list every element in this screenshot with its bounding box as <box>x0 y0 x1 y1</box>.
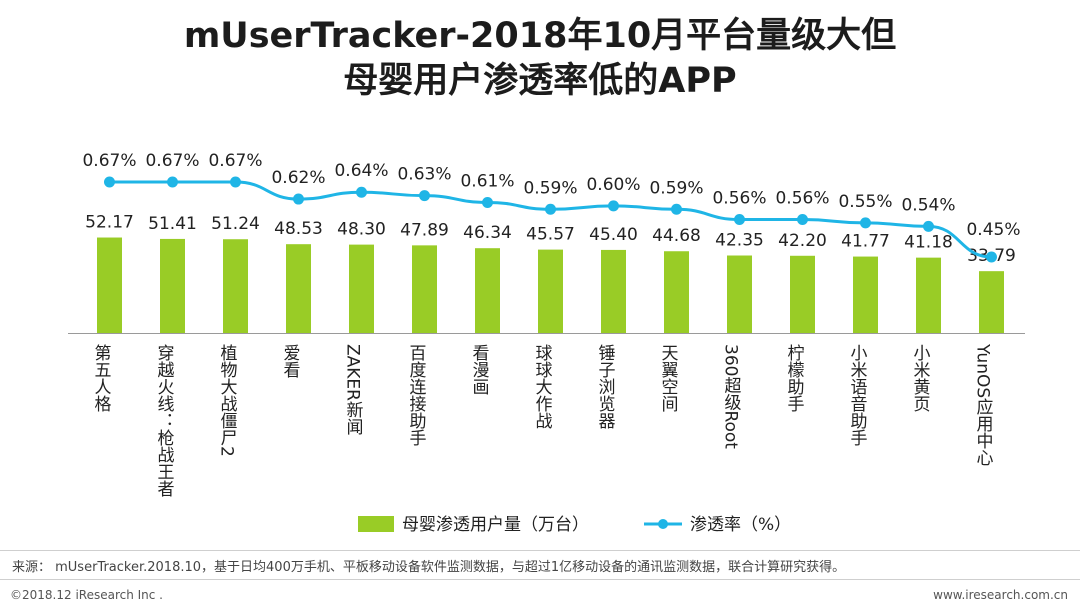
legend-bar-swatch <box>358 516 394 532</box>
bar-1 <box>97 237 122 333</box>
bar-8 <box>538 249 563 333</box>
bar-value-label-6: 47.89 <box>400 220 449 240</box>
bar-value-label-2: 51.41 <box>148 214 197 234</box>
footer-divider <box>0 579 1080 580</box>
line-point-15 <box>986 251 997 263</box>
line-value-label-3: 0.67% <box>208 151 262 171</box>
bar-value-label-11: 42.35 <box>715 230 764 250</box>
bar-value-label-8: 45.57 <box>526 225 575 245</box>
bar-13 <box>853 256 878 333</box>
bar-value-label-7: 46.34 <box>463 223 512 243</box>
bar-9 <box>601 249 626 333</box>
bar-7 <box>475 248 500 333</box>
bar-value-label-3: 51.24 <box>211 214 260 234</box>
bar-4 <box>286 244 311 333</box>
bar-value-label-10: 44.68 <box>652 226 701 246</box>
category-label-3: 植物大战僵尸2 <box>217 344 238 457</box>
legend-bar-label: 母婴渗透用户量（万台） <box>402 515 589 535</box>
source-note: 来源： mUserTracker.2018.10，基于日均400万手机、平板移动… <box>12 560 846 575</box>
category-label-11: 360超级Root <box>721 344 742 449</box>
line-value-label-7: 0.61% <box>460 171 514 191</box>
category-label-5: ZAKER新闻 <box>343 344 364 436</box>
chart-title-line1: mUserTracker-2018年10月平台量级大但 <box>183 16 897 56</box>
bar-value-label-5: 48.30 <box>337 220 386 240</box>
bar-value-label-4: 48.53 <box>274 219 323 239</box>
bar-value-label-9: 45.40 <box>589 225 638 245</box>
chart-area: 52.17 第五人格 51.41 穿越火线：枪战王者 51.24 植物大战僵尸2 48.53… <box>68 151 1025 535</box>
bar-10 <box>664 251 689 333</box>
line-point-2 <box>167 176 178 188</box>
bar-5 <box>349 244 374 333</box>
bar-6 <box>412 245 437 333</box>
bar-11 <box>727 255 752 333</box>
line-value-label-11: 0.56% <box>712 189 766 209</box>
line-point-10 <box>671 203 682 215</box>
line-point-11 <box>734 214 745 226</box>
category-label-9: 锤子浏览器 <box>595 344 616 429</box>
line-value-label-14: 0.54% <box>901 195 955 215</box>
chart-title-line2: 母婴用户渗透率低的APP <box>343 61 737 101</box>
bar-3 <box>223 239 248 333</box>
category-label-12: 柠檬助手 <box>784 344 805 413</box>
source-divider-top <box>0 550 1080 551</box>
line-value-label-12: 0.56% <box>775 189 829 209</box>
bar-value-label-12: 42.20 <box>778 231 827 251</box>
legend-line-marker <box>658 519 668 529</box>
bar-2 <box>160 238 185 333</box>
line-point-14 <box>923 220 934 232</box>
bar-value-label-1: 52.17 <box>85 213 134 233</box>
line-value-label-8: 0.59% <box>523 178 577 198</box>
line-point-4 <box>293 193 304 205</box>
line-value-label-9: 0.60% <box>586 175 640 195</box>
category-label-13: 小米语音助手 <box>847 344 868 447</box>
line-value-label-13: 0.55% <box>838 192 892 212</box>
line-value-label-15: 0.45% <box>966 220 1020 240</box>
footer-website: www.iresearch.com.cn <box>933 588 1068 602</box>
line-point-13 <box>860 217 871 229</box>
category-label-8: 球球大作战 <box>532 344 553 430</box>
line-point-5 <box>356 186 367 198</box>
bar-14 <box>916 257 941 333</box>
line-value-label-4: 0.62% <box>271 168 325 188</box>
category-label-7: 看漫画 <box>469 344 490 395</box>
line-point-6 <box>419 190 430 202</box>
line-value-label-6: 0.63% <box>397 165 451 185</box>
category-label-10: 天翼空间 <box>658 344 679 413</box>
line-value-label-5: 0.64% <box>334 161 388 181</box>
line-point-9 <box>608 200 619 212</box>
category-label-2: 穿越火线：枪战王者 <box>154 344 175 497</box>
category-label-6: 百度连接助手 <box>406 344 427 447</box>
line-point-12 <box>797 214 808 226</box>
footer-copyright: ©2018.12 iResearch Inc . <box>10 588 163 602</box>
bar-12 <box>790 255 815 333</box>
line-point-8 <box>545 203 556 215</box>
category-label-4: 爱看 <box>280 344 301 378</box>
line-point-3 <box>230 176 241 188</box>
line-point-1 <box>104 176 115 188</box>
line-value-label-2: 0.67% <box>145 151 199 171</box>
line-point-7 <box>482 196 493 208</box>
category-label-1: 第五人格 <box>91 344 112 412</box>
category-label-15: YunOS应用中心 <box>973 343 994 466</box>
bar-value-label-13: 41.77 <box>841 232 890 252</box>
bar-15 <box>979 271 1004 333</box>
line-value-label-10: 0.59% <box>649 178 703 198</box>
line-value-label-1: 0.67% <box>82 151 136 171</box>
category-label-14: 小米黄页 <box>910 344 931 412</box>
legend-line-label: 渗透率（%） <box>690 515 791 535</box>
bar-value-label-14: 41.18 <box>904 233 953 253</box>
